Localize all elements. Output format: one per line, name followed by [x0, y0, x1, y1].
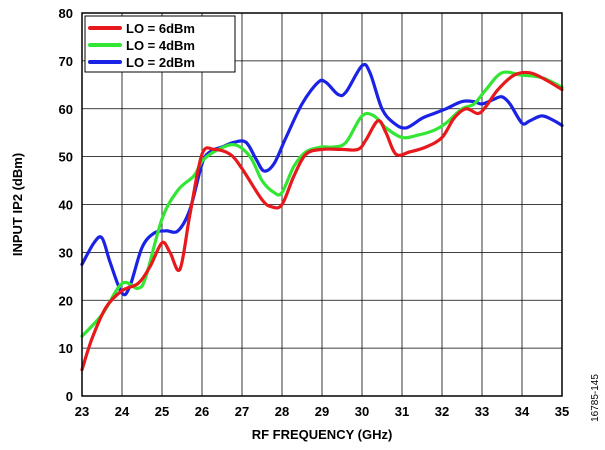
legend-label-lo-4dbm: LO = 4dBm	[126, 38, 195, 53]
x-axis-label: RF FREQUENCY (GHz)	[252, 427, 393, 442]
figure-id: 16785-145	[590, 374, 601, 422]
y-tick-70: 70	[59, 54, 73, 69]
y-axis-label: INPUT IP2 (dBm)	[10, 153, 25, 256]
y-tick-60: 60	[59, 102, 73, 117]
y-tick-50: 50	[59, 150, 73, 165]
x-tick-28: 28	[275, 404, 289, 419]
legend-label-lo-6dbm: LO = 6dBm	[126, 21, 195, 36]
series-line-lo-6dbm	[80, 70, 564, 372]
y-tick-80: 80	[59, 6, 73, 21]
legend: LO = 6dBm LO = 4dBm LO = 2dBm	[84, 15, 236, 73]
y-tick-0: 0	[66, 389, 73, 404]
x-tick-26: 26	[195, 404, 209, 419]
x-tick-24: 24	[115, 404, 130, 419]
x-tick-25: 25	[155, 404, 169, 419]
y-tick-30: 30	[59, 245, 73, 260]
x-tick-30: 30	[355, 404, 369, 419]
legend-label-lo-2dbm: LO = 2dBm	[126, 55, 195, 70]
y-tick-labels: 0 10 20 30 40 50 60 70 80	[59, 6, 73, 404]
series-line-lo-4dbm	[80, 70, 564, 338]
series-line-lo-2dbm	[80, 62, 564, 297]
x-tick-29: 29	[315, 404, 329, 419]
x-tick-23: 23	[75, 404, 89, 419]
x-tick-35: 35	[555, 404, 569, 419]
plot-frame	[81, 12, 563, 397]
series-lines	[80, 62, 564, 372]
x-tick-32: 32	[435, 404, 449, 419]
x-tick-31: 31	[395, 404, 409, 419]
y-tick-20: 20	[59, 293, 73, 308]
y-tick-10: 10	[59, 341, 73, 356]
x-tick-33: 33	[475, 404, 489, 419]
x-tick-27: 27	[235, 404, 249, 419]
x-tick-34: 34	[515, 404, 530, 419]
x-tick-labels: 23 24 25 26 27 28 29 30 31 32 33 34 35	[75, 404, 569, 419]
y-tick-40: 40	[59, 198, 73, 213]
